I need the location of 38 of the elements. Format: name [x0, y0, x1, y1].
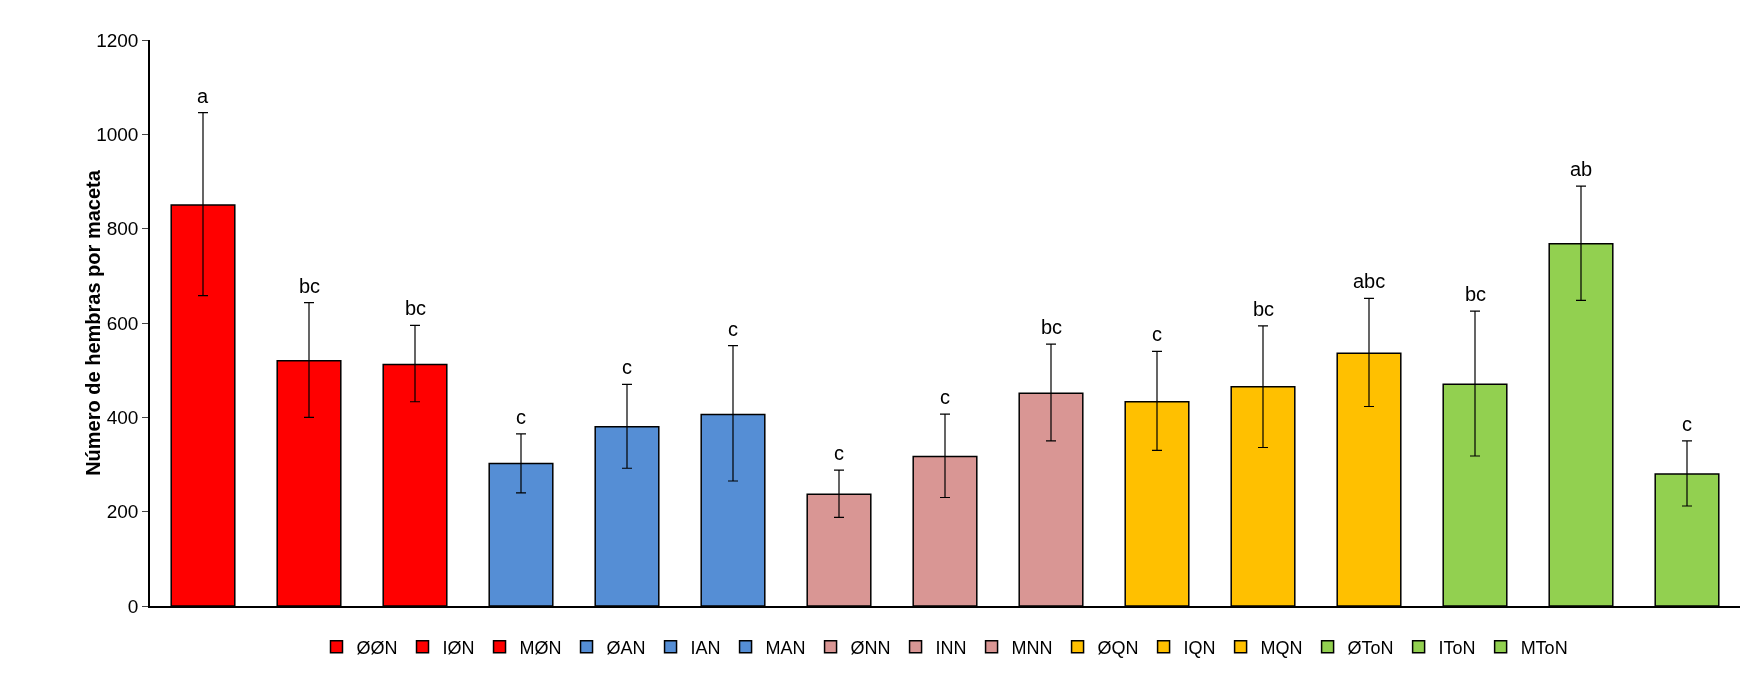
y-tick-label: 1200	[96, 29, 139, 51]
legend-label: ØØN	[356, 637, 398, 658]
y-tick-label: 200	[106, 501, 139, 523]
legend-label: IØN	[442, 637, 475, 658]
annotation: a	[197, 85, 209, 107]
annotation: c	[940, 386, 950, 408]
annotation: bc	[405, 297, 427, 319]
y-tick-label: 400	[106, 406, 139, 428]
legend-label: IQN	[1183, 637, 1216, 658]
annotation: c	[516, 406, 526, 428]
legend-label: ØQN	[1097, 637, 1139, 658]
annotation: bc	[1253, 298, 1275, 320]
legend-label: ØNN	[850, 637, 891, 658]
annotation: c	[622, 356, 632, 378]
y-tick-label: 0	[127, 595, 139, 617]
legend-label: IToN	[1438, 637, 1476, 658]
legend-label: MToN	[1520, 637, 1568, 658]
legend-label: INN	[935, 637, 967, 658]
legend-label: MØN	[519, 637, 562, 658]
annotation: bc	[1465, 283, 1487, 305]
legend-label: IAN	[690, 637, 721, 658]
legend-label: MAN	[765, 637, 806, 658]
y-tick-label: 600	[106, 312, 139, 334]
y-tick-label: 800	[106, 218, 139, 240]
annotation: c	[1682, 413, 1692, 435]
annotation: ab	[1570, 158, 1593, 180]
y-axis-title: Número de hembras por maceta	[81, 169, 104, 476]
annotation: c	[1152, 323, 1162, 345]
legend-label: MNN	[1011, 637, 1053, 658]
annotation: bc	[299, 275, 321, 297]
legend-label: ØToN	[1347, 637, 1394, 658]
annotation: c	[728, 318, 738, 340]
legend-label: MQN	[1260, 637, 1303, 658]
y-tick-label: 1000	[96, 123, 139, 145]
annotation: c	[834, 442, 844, 464]
annotation: abc	[1353, 270, 1386, 292]
legend-label: ØAN	[606, 637, 646, 658]
annotation: bc	[1041, 316, 1063, 338]
